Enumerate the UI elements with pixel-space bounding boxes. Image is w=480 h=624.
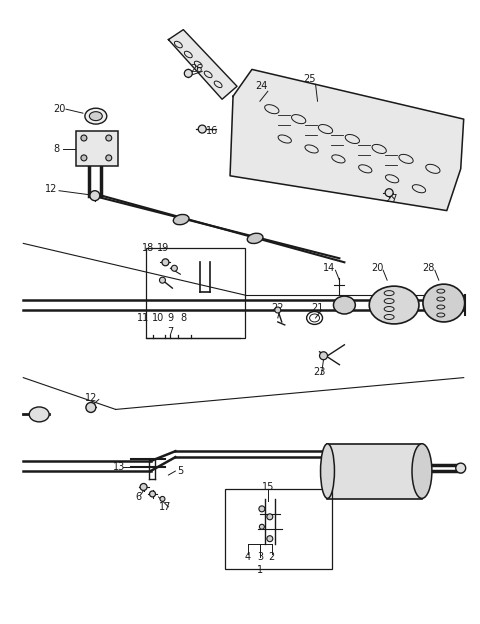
Text: 13: 13 (113, 462, 125, 472)
Ellipse shape (369, 286, 419, 324)
Text: 11: 11 (137, 313, 150, 323)
Text: 19: 19 (157, 243, 169, 253)
Text: 22: 22 (272, 303, 284, 313)
Bar (225, 489, 333, 568)
Ellipse shape (81, 135, 87, 141)
Ellipse shape (150, 491, 156, 497)
Text: 16: 16 (206, 126, 218, 136)
Ellipse shape (423, 284, 465, 322)
Ellipse shape (267, 514, 273, 520)
Text: 18: 18 (143, 243, 155, 253)
Bar (76, 131, 118, 166)
Text: 20: 20 (53, 104, 65, 114)
Text: 15: 15 (262, 482, 274, 492)
Ellipse shape (267, 535, 273, 542)
Text: 8: 8 (53, 144, 59, 154)
Ellipse shape (106, 155, 112, 161)
Ellipse shape (184, 69, 192, 77)
Ellipse shape (320, 352, 327, 359)
Ellipse shape (162, 259, 169, 266)
Text: 1: 1 (257, 565, 263, 575)
Ellipse shape (81, 155, 87, 161)
Text: 2: 2 (269, 552, 275, 562)
Polygon shape (168, 30, 237, 99)
Text: 25: 25 (303, 74, 316, 84)
Text: 5: 5 (177, 466, 183, 476)
Ellipse shape (259, 524, 264, 529)
Text: 12: 12 (84, 392, 97, 402)
Text: 10: 10 (152, 313, 165, 323)
Text: 20: 20 (371, 263, 384, 273)
Ellipse shape (85, 108, 107, 124)
Text: 7: 7 (168, 327, 174, 337)
Ellipse shape (90, 191, 100, 201)
Ellipse shape (140, 484, 147, 490)
Ellipse shape (247, 233, 263, 243)
Bar (145, 248, 245, 338)
Ellipse shape (171, 265, 178, 271)
Text: 26: 26 (190, 64, 203, 74)
Text: 27: 27 (385, 193, 397, 203)
Text: 24: 24 (256, 81, 268, 91)
Text: 21: 21 (312, 303, 324, 313)
Text: 4: 4 (245, 552, 251, 562)
Ellipse shape (334, 296, 355, 314)
Text: 17: 17 (159, 502, 172, 512)
Ellipse shape (89, 112, 102, 120)
Text: 6: 6 (135, 492, 142, 502)
Text: 23: 23 (313, 367, 326, 377)
Ellipse shape (106, 135, 112, 141)
Text: 28: 28 (423, 263, 435, 273)
Ellipse shape (385, 188, 393, 197)
Ellipse shape (321, 444, 335, 499)
Ellipse shape (275, 307, 281, 313)
Ellipse shape (412, 444, 432, 499)
Ellipse shape (29, 407, 49, 422)
Ellipse shape (160, 497, 165, 502)
Ellipse shape (198, 125, 206, 133)
Polygon shape (230, 69, 464, 210)
Text: 3: 3 (257, 552, 263, 562)
Ellipse shape (259, 506, 265, 512)
Text: 8: 8 (180, 313, 186, 323)
Ellipse shape (159, 277, 166, 283)
Ellipse shape (173, 215, 189, 225)
Text: 12: 12 (45, 183, 57, 193)
Bar (327, 444, 422, 499)
Text: 9: 9 (168, 313, 173, 323)
Text: 14: 14 (324, 263, 336, 273)
Ellipse shape (86, 402, 96, 412)
Ellipse shape (456, 463, 466, 473)
